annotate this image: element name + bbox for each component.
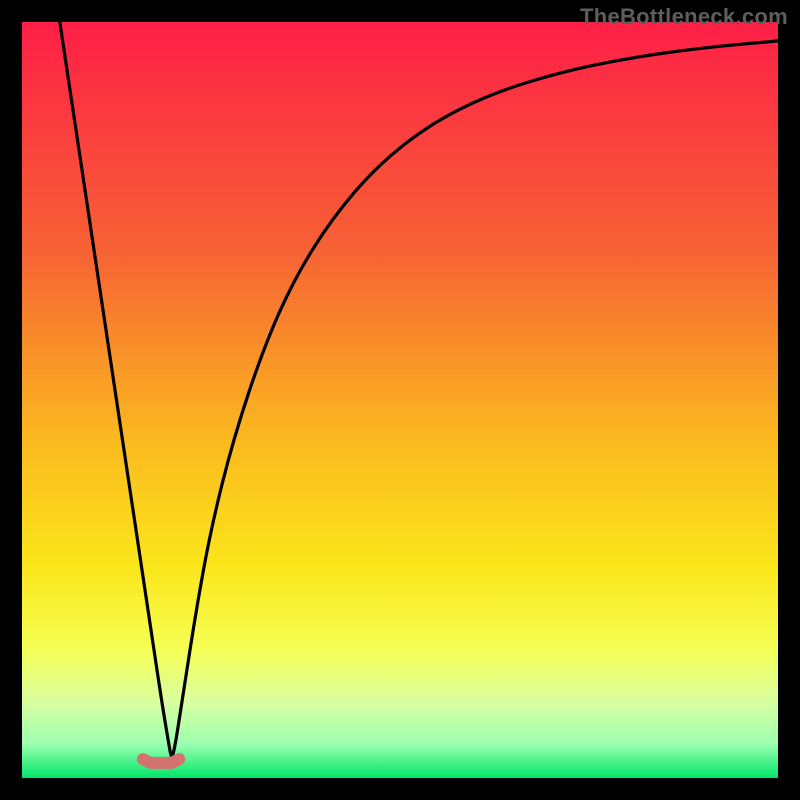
bottleneck-curve-chart <box>0 0 800 800</box>
chart-container: TheBottleneck.com <box>0 0 800 800</box>
chart-plot-bg <box>22 22 778 778</box>
valley-marker <box>143 759 179 763</box>
watermark-text: TheBottleneck.com <box>580 4 788 30</box>
